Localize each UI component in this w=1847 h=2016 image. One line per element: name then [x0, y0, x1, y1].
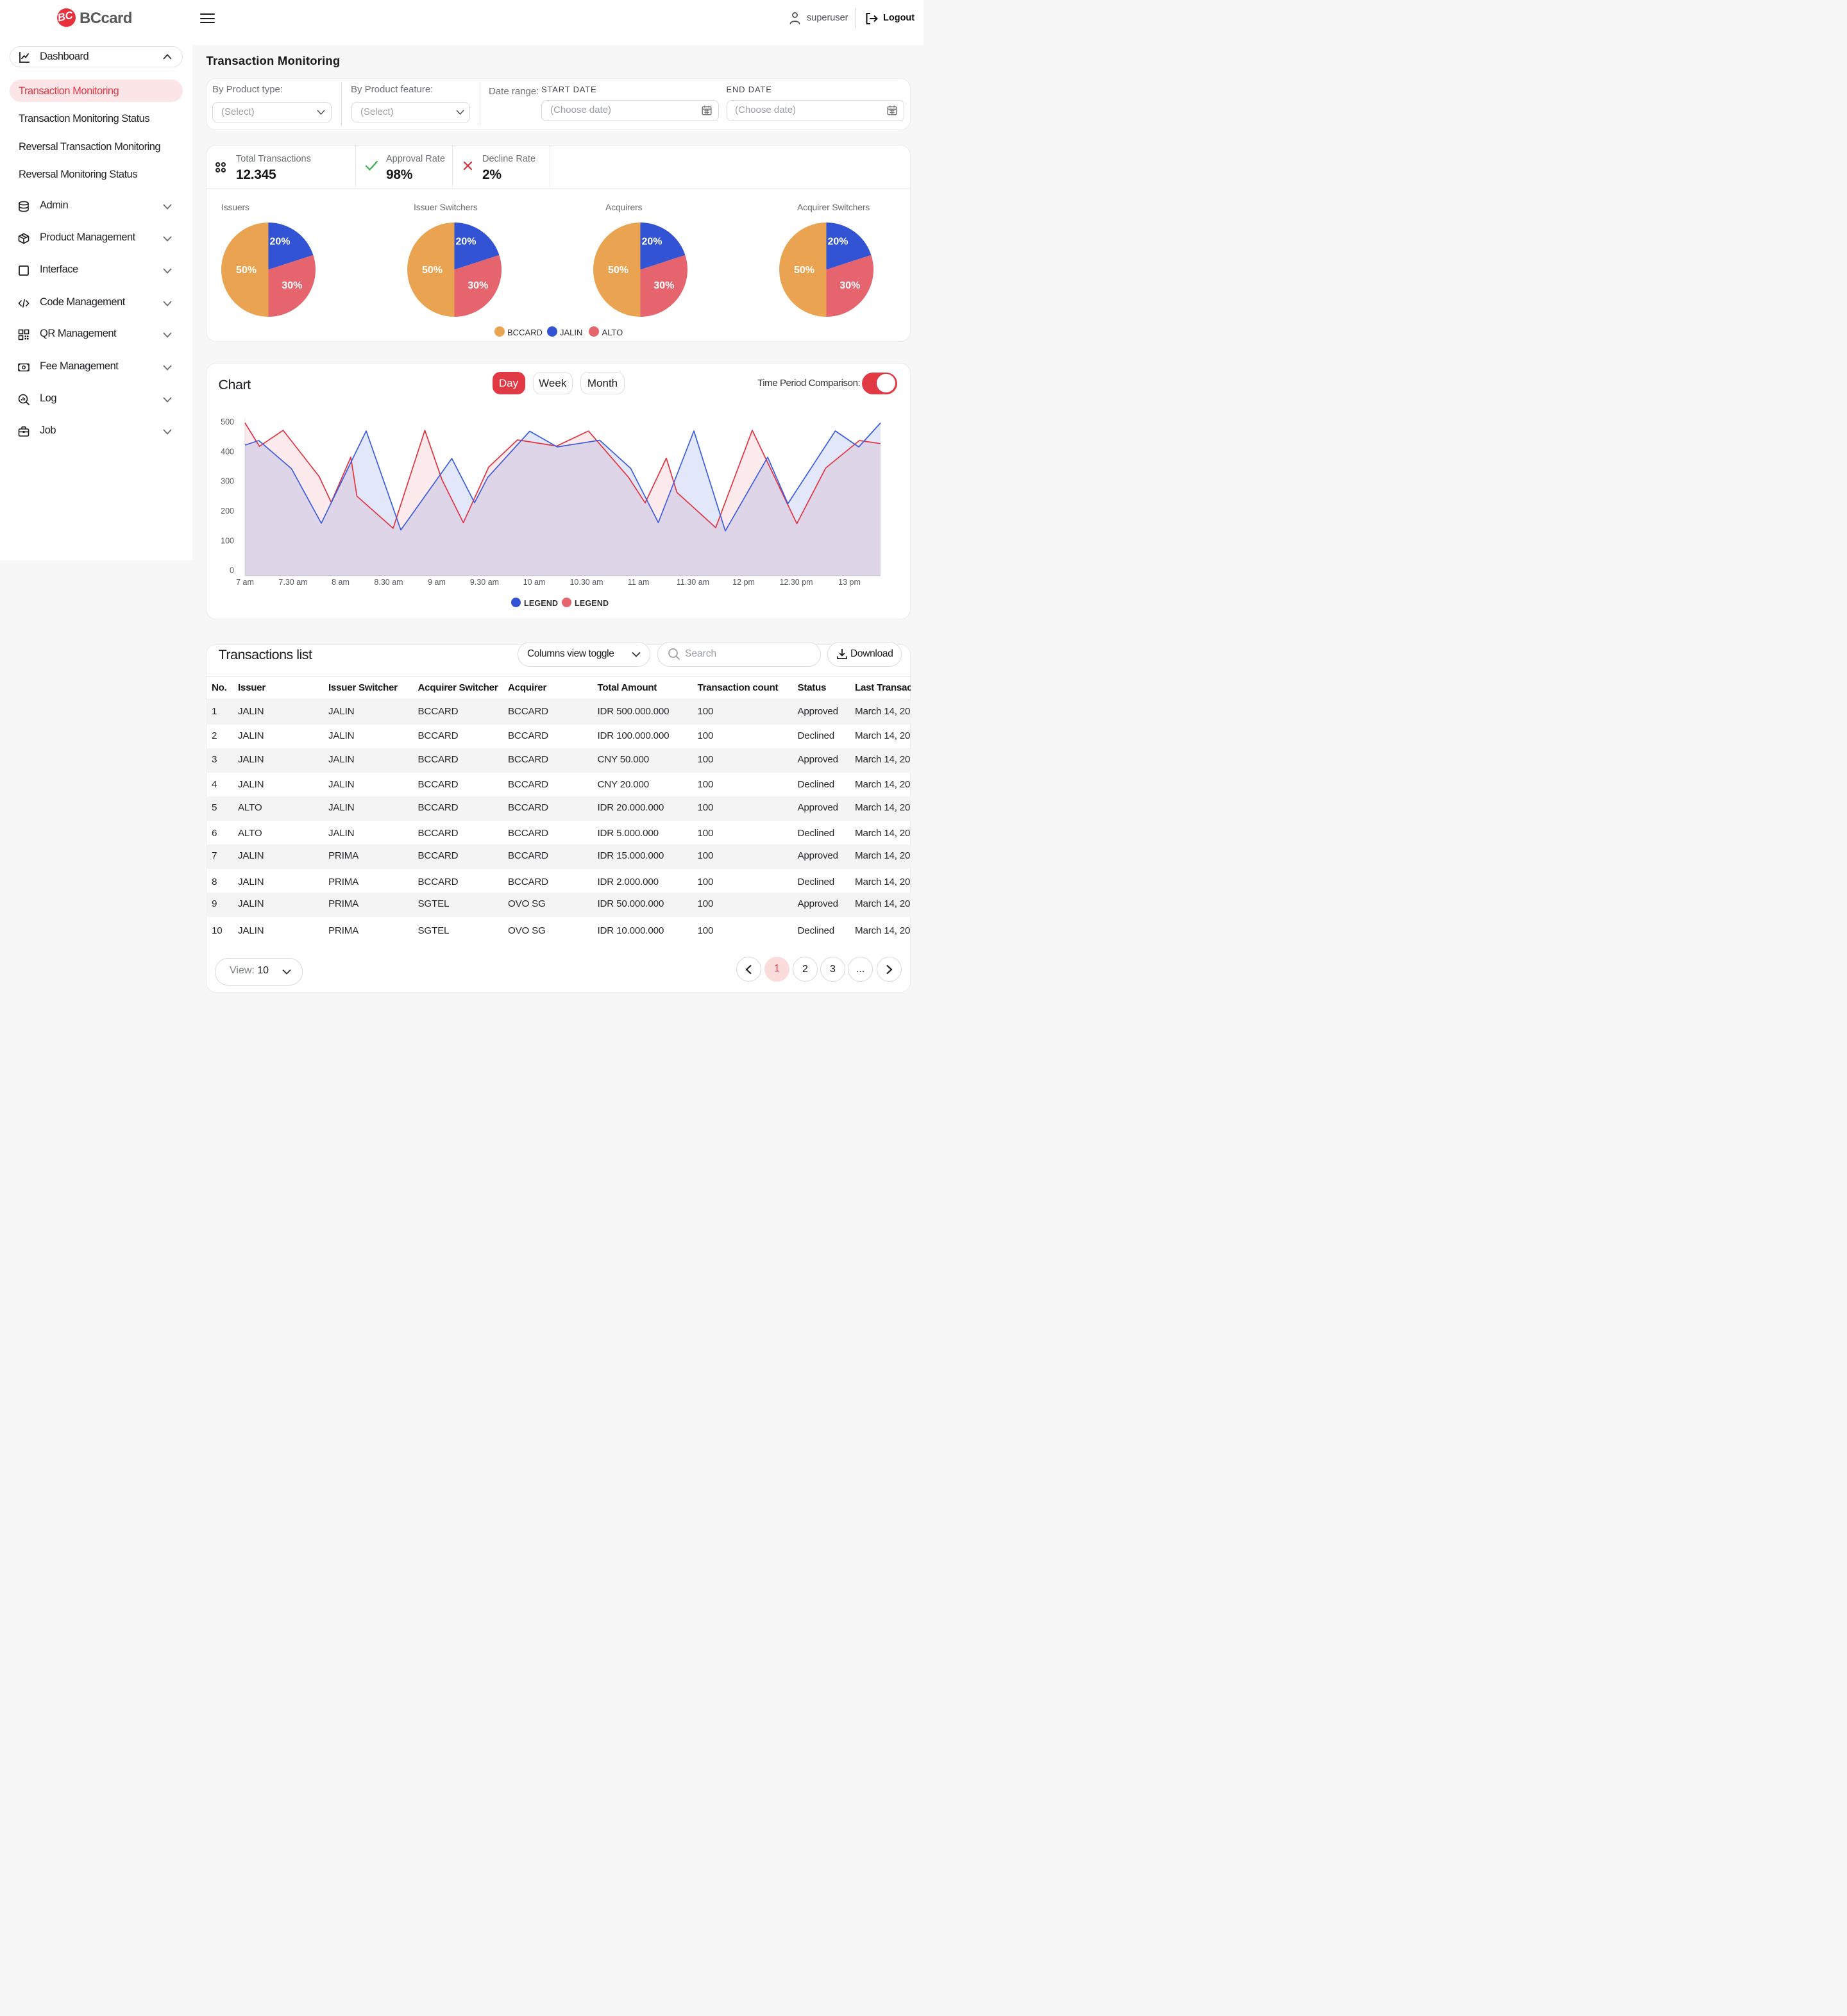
svg-text:30%: 30%	[654, 280, 674, 290]
svg-text:7 am: 7 am	[236, 578, 254, 587]
svg-text:500: 500	[221, 417, 234, 426]
svg-text:12 pm: 12 pm	[732, 578, 755, 587]
svg-text:300: 300	[221, 476, 234, 485]
svg-text:8.30 am: 8.30 am	[374, 578, 403, 587]
svg-text:400: 400	[221, 447, 234, 456]
svg-text:50%: 50%	[421, 265, 442, 276]
svg-text:30%: 30%	[468, 280, 488, 290]
svg-text:20%: 20%	[641, 236, 662, 247]
svg-text:10 am: 10 am	[523, 578, 545, 587]
svg-text:30%: 30%	[839, 280, 860, 290]
svg-text:11 am: 11 am	[627, 578, 649, 587]
svg-text:13 pm: 13 pm	[838, 578, 861, 587]
svg-text:50%: 50%	[793, 265, 814, 276]
svg-text:7.30 am: 7.30 am	[278, 578, 307, 587]
svg-text:12.30 pm: 12.30 pm	[779, 578, 813, 587]
svg-text:11.30 am: 11.30 am	[676, 578, 709, 587]
svg-text:8 am: 8 am	[332, 578, 350, 587]
svg-text:10.30 am: 10.30 am	[569, 578, 603, 587]
svg-text:50%: 50%	[235, 265, 256, 276]
svg-text:9.30 am: 9.30 am	[469, 578, 498, 587]
svg-text:20%: 20%	[455, 236, 476, 247]
svg-text:20%: 20%	[269, 236, 290, 247]
svg-text:30%: 30%	[282, 280, 302, 290]
svg-text:9 am: 9 am	[428, 578, 446, 587]
svg-text:50%: 50%	[607, 265, 628, 276]
svg-text:0: 0	[230, 566, 234, 575]
svg-text:100: 100	[221, 536, 234, 545]
svg-text:20%: 20%	[827, 236, 848, 247]
svg-text:200: 200	[221, 507, 234, 516]
